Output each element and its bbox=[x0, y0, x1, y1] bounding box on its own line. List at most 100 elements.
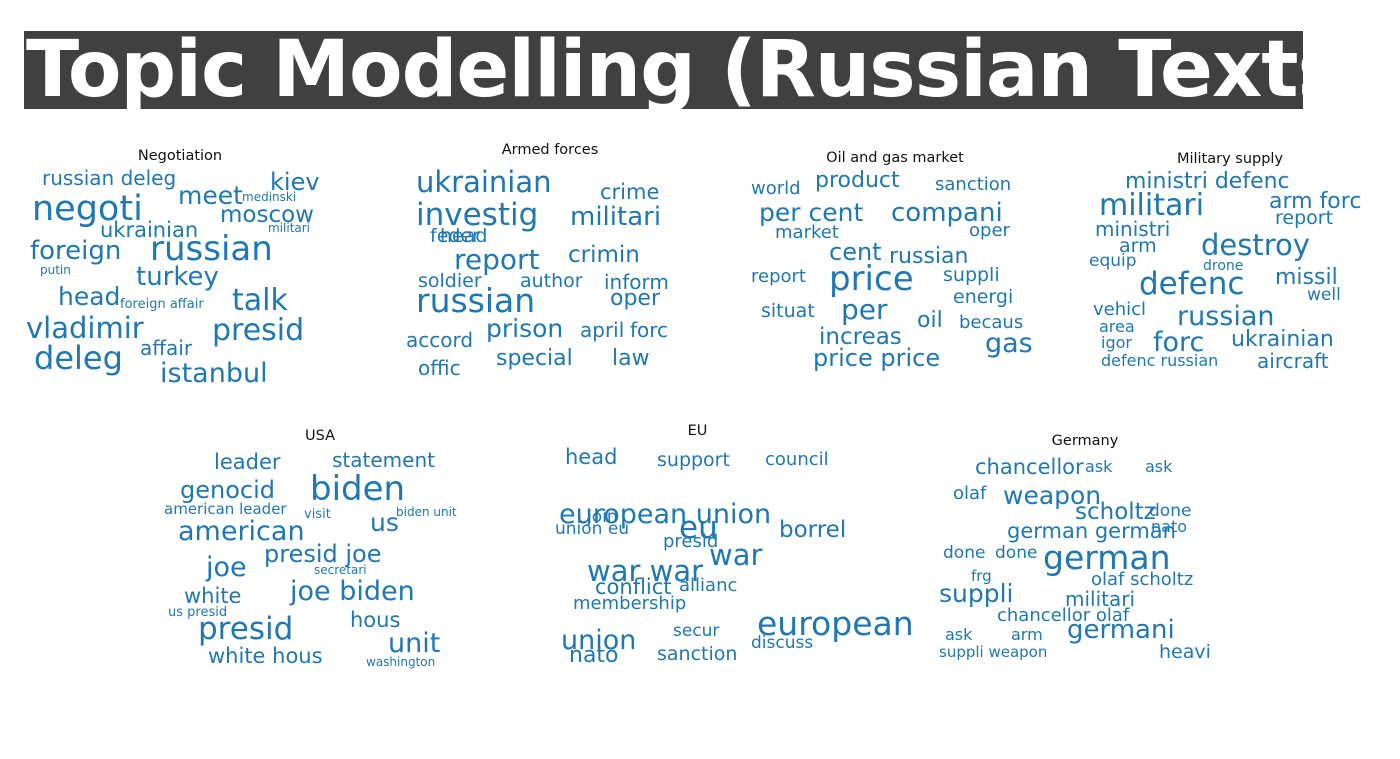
cloud-word: oper bbox=[969, 220, 1010, 241]
cloud-word: market bbox=[775, 222, 839, 243]
cloud-word: ukrainian bbox=[416, 165, 552, 199]
cloud-word: allianc bbox=[679, 575, 738, 596]
cloud-word: forc bbox=[630, 318, 669, 342]
cloud-title: Armed forces bbox=[501, 142, 599, 158]
cloud-word: support bbox=[657, 449, 730, 471]
cloud-word: weapon bbox=[1003, 481, 1102, 510]
cloud-word: leader bbox=[214, 450, 281, 474]
cloud-word: price price bbox=[813, 344, 941, 372]
cloud-word: russian deleg bbox=[42, 166, 177, 190]
cloud-word: membership bbox=[573, 593, 687, 614]
cloud-word: becaus bbox=[959, 312, 1024, 333]
cloud-word: war bbox=[709, 538, 763, 572]
cloud-word: joe bbox=[206, 552, 247, 583]
cloud-word: turkey bbox=[136, 262, 219, 292]
cloud-word: borrel bbox=[779, 517, 847, 543]
cloud-word: genocid bbox=[180, 476, 275, 504]
cloud-word: negoti bbox=[32, 189, 143, 229]
cloud-word: medinski bbox=[242, 190, 297, 204]
cloud-word: ukrainian bbox=[1231, 327, 1334, 352]
cloud-word: crimin bbox=[568, 242, 640, 268]
cloud-word: union bbox=[561, 625, 637, 656]
cloud-word: biden bbox=[310, 469, 406, 509]
cloud-word: moscow bbox=[220, 202, 314, 228]
cloud-word: german german bbox=[1007, 519, 1176, 543]
cloud-word: foreign bbox=[30, 236, 122, 266]
cloud-word: germani bbox=[1067, 615, 1175, 645]
cloud-word: world bbox=[751, 178, 801, 199]
cloud-word: presid bbox=[212, 313, 305, 348]
cloud-word: gas bbox=[985, 328, 1033, 359]
cloud-word: nato bbox=[1151, 517, 1188, 536]
cloud-word: ask bbox=[1145, 457, 1173, 476]
cloud-word: done bbox=[995, 543, 1038, 563]
cloud-word: ukrainian bbox=[100, 218, 199, 242]
cloud-word: german bbox=[1043, 538, 1171, 577]
cloud-word: price bbox=[829, 259, 914, 299]
cloud-word: affair bbox=[140, 336, 193, 360]
cloud-word: suppli bbox=[939, 579, 1014, 608]
cloud-word: frg bbox=[971, 567, 992, 585]
cloud-word: special bbox=[496, 346, 573, 371]
cloud-word: presid bbox=[663, 531, 719, 552]
cloud-word: american leader bbox=[164, 500, 287, 518]
cloud-word: joe biden bbox=[290, 576, 415, 607]
cloud-word: secretari bbox=[314, 563, 367, 577]
cloud-word: forc bbox=[1153, 327, 1205, 358]
cloud-word: russian bbox=[889, 244, 969, 269]
cloud-word: war war bbox=[587, 554, 704, 588]
cloud-word: secur bbox=[673, 621, 720, 641]
cloud-word: us bbox=[370, 508, 399, 537]
cloud-word: offic bbox=[418, 356, 461, 380]
cloud-word: presid joe bbox=[264, 540, 382, 568]
cloud-word: kiev bbox=[270, 168, 320, 196]
cloud-word: defenc bbox=[1139, 266, 1245, 302]
cloud-word: head bbox=[58, 282, 121, 311]
cloud-word: increas bbox=[819, 324, 902, 350]
cloud-title: USA bbox=[304, 428, 335, 444]
cloud-word: law bbox=[612, 346, 650, 371]
cloud-word: istanbul bbox=[160, 358, 268, 389]
cloud-word: chancellor olaf bbox=[997, 605, 1130, 626]
cloud-word: olaf scholtz bbox=[1091, 569, 1194, 590]
cloud-word: vehicl bbox=[1093, 299, 1147, 320]
cloud-word: council bbox=[765, 449, 829, 470]
cloud-word: crime bbox=[600, 180, 660, 204]
cloud-word: chancellor bbox=[975, 455, 1084, 479]
cloud-word: talk bbox=[232, 283, 288, 318]
cloud-title: Oil and gas market bbox=[826, 150, 964, 166]
cloud-word: accord bbox=[406, 328, 474, 352]
word-cloud-3: Military supply ministri defenc militari ar… bbox=[1085, 151, 1375, 401]
cloud-word: heavi bbox=[1159, 641, 1211, 663]
cloud-word: suppli bbox=[943, 264, 1000, 286]
cloud-word: nato bbox=[569, 643, 619, 668]
cloud-word: head bbox=[565, 445, 618, 469]
cloud-word: russian bbox=[1177, 301, 1275, 332]
cloud-word: hous bbox=[350, 608, 401, 632]
title-banner bbox=[24, 31, 1303, 109]
cloud-word: feder bbox=[430, 225, 480, 247]
cloud-word: investig bbox=[416, 197, 539, 233]
cloud-word: meet bbox=[178, 181, 243, 210]
word-cloud-6: Germany chancellor ask ask weapon olaf scholtz… bbox=[935, 433, 1235, 683]
cloud-word: militari bbox=[1065, 587, 1136, 611]
cloud-word: soldier bbox=[418, 270, 482, 292]
cloud-word: missil bbox=[1275, 265, 1338, 290]
cloud-word: report bbox=[1275, 207, 1334, 229]
cloud-word: visit bbox=[304, 507, 331, 522]
word-cloud-0: Negotiation russian deleg kiev negoti meet me… bbox=[20, 148, 340, 398]
cloud-word: situat bbox=[761, 300, 815, 322]
cloud-word: ask bbox=[945, 625, 973, 644]
cloud-word: sanction bbox=[935, 174, 1012, 195]
cloud-word: white hous bbox=[208, 644, 323, 668]
cloud-word: energi bbox=[953, 286, 1014, 308]
cloud-word: putin bbox=[40, 263, 71, 277]
cloud-word: equip bbox=[1089, 251, 1137, 271]
cloud-word: foreign affair bbox=[120, 297, 204, 312]
cloud-word: oper bbox=[610, 286, 661, 311]
cloud-word: head bbox=[440, 225, 488, 247]
cloud-word: arm forc bbox=[1269, 189, 1362, 214]
cloud-word: report bbox=[751, 266, 806, 287]
cloud-word: us presid bbox=[168, 605, 228, 620]
cloud-word: drone bbox=[1203, 258, 1244, 274]
